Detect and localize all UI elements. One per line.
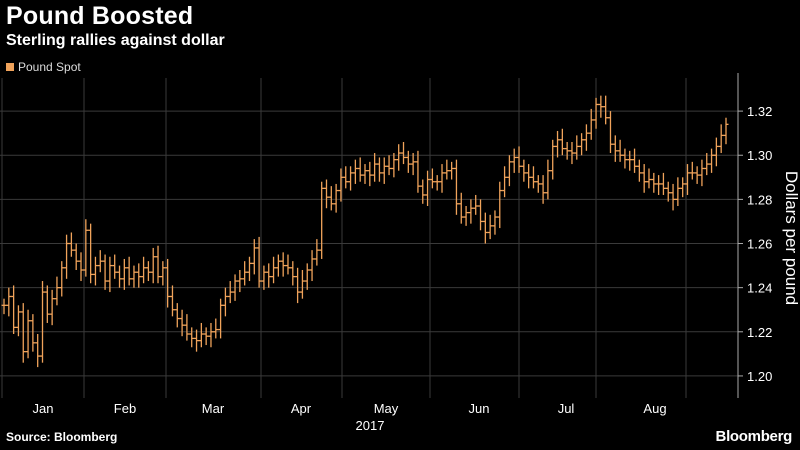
legend-label: Pound Spot: [18, 60, 81, 74]
x-tick-label: Feb: [114, 401, 136, 416]
y-tick-label: 1.30: [747, 148, 772, 163]
x-tick-label: Jan: [33, 401, 54, 416]
x-tick-label: Aug: [643, 401, 666, 416]
y-tick-label: 1.26: [747, 237, 772, 252]
x-tick-label: May: [374, 401, 399, 416]
y-tick-label: 1.24: [747, 281, 772, 296]
x-tick-label: Jul: [558, 401, 575, 416]
legend-swatch: [6, 63, 14, 71]
y-tick-label: 1.28: [747, 192, 772, 207]
chart-title: Pound Boosted: [6, 2, 194, 30]
y-tick-label: 1.32: [747, 104, 772, 119]
x-tick-label: Jun: [469, 401, 490, 416]
x-tick-label: Apr: [291, 401, 312, 416]
brand-logo: Bloomberg: [715, 428, 793, 445]
legend: Pound Spot: [6, 60, 81, 74]
x-axis-year-label: 2017: [356, 418, 385, 433]
y-axis-label: Dollars per pound: [782, 171, 800, 305]
chart-subtitle: Sterling rallies against dollar: [6, 32, 225, 49]
y-tick-label: 1.20: [747, 369, 772, 384]
x-tick-label: Mar: [202, 401, 225, 416]
y-tick-label: 1.22: [747, 325, 772, 340]
source-note: Source: Bloomberg: [6, 430, 118, 444]
